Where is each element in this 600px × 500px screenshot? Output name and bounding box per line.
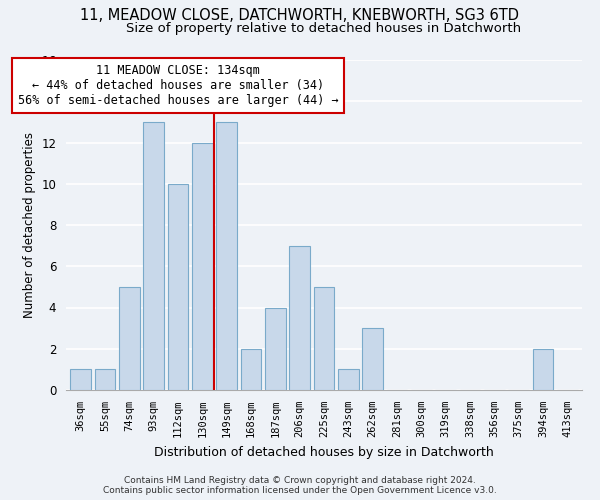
Bar [314,287,334,390]
Bar [95,370,115,390]
Title: Size of property relative to detached houses in Datchworth: Size of property relative to detached ho… [127,22,521,35]
Bar [289,246,310,390]
Bar [265,308,286,390]
Y-axis label: Number of detached properties: Number of detached properties [23,132,36,318]
Text: 11, MEADOW CLOSE, DATCHWORTH, KNEBWORTH, SG3 6TD: 11, MEADOW CLOSE, DATCHWORTH, KNEBWORTH,… [80,8,520,22]
Bar [216,122,237,390]
Bar [167,184,188,390]
Text: 11 MEADOW CLOSE: 134sqm
← 44% of detached houses are smaller (34)
56% of semi-de: 11 MEADOW CLOSE: 134sqm ← 44% of detache… [17,64,338,107]
Bar [533,349,553,390]
Bar [338,370,359,390]
Bar [70,370,91,390]
Bar [119,287,140,390]
Text: Contains HM Land Registry data © Crown copyright and database right 2024.
Contai: Contains HM Land Registry data © Crown c… [103,476,497,495]
Bar [143,122,164,390]
Bar [241,349,262,390]
Bar [362,328,383,390]
Bar [192,142,212,390]
X-axis label: Distribution of detached houses by size in Datchworth: Distribution of detached houses by size … [154,446,494,458]
